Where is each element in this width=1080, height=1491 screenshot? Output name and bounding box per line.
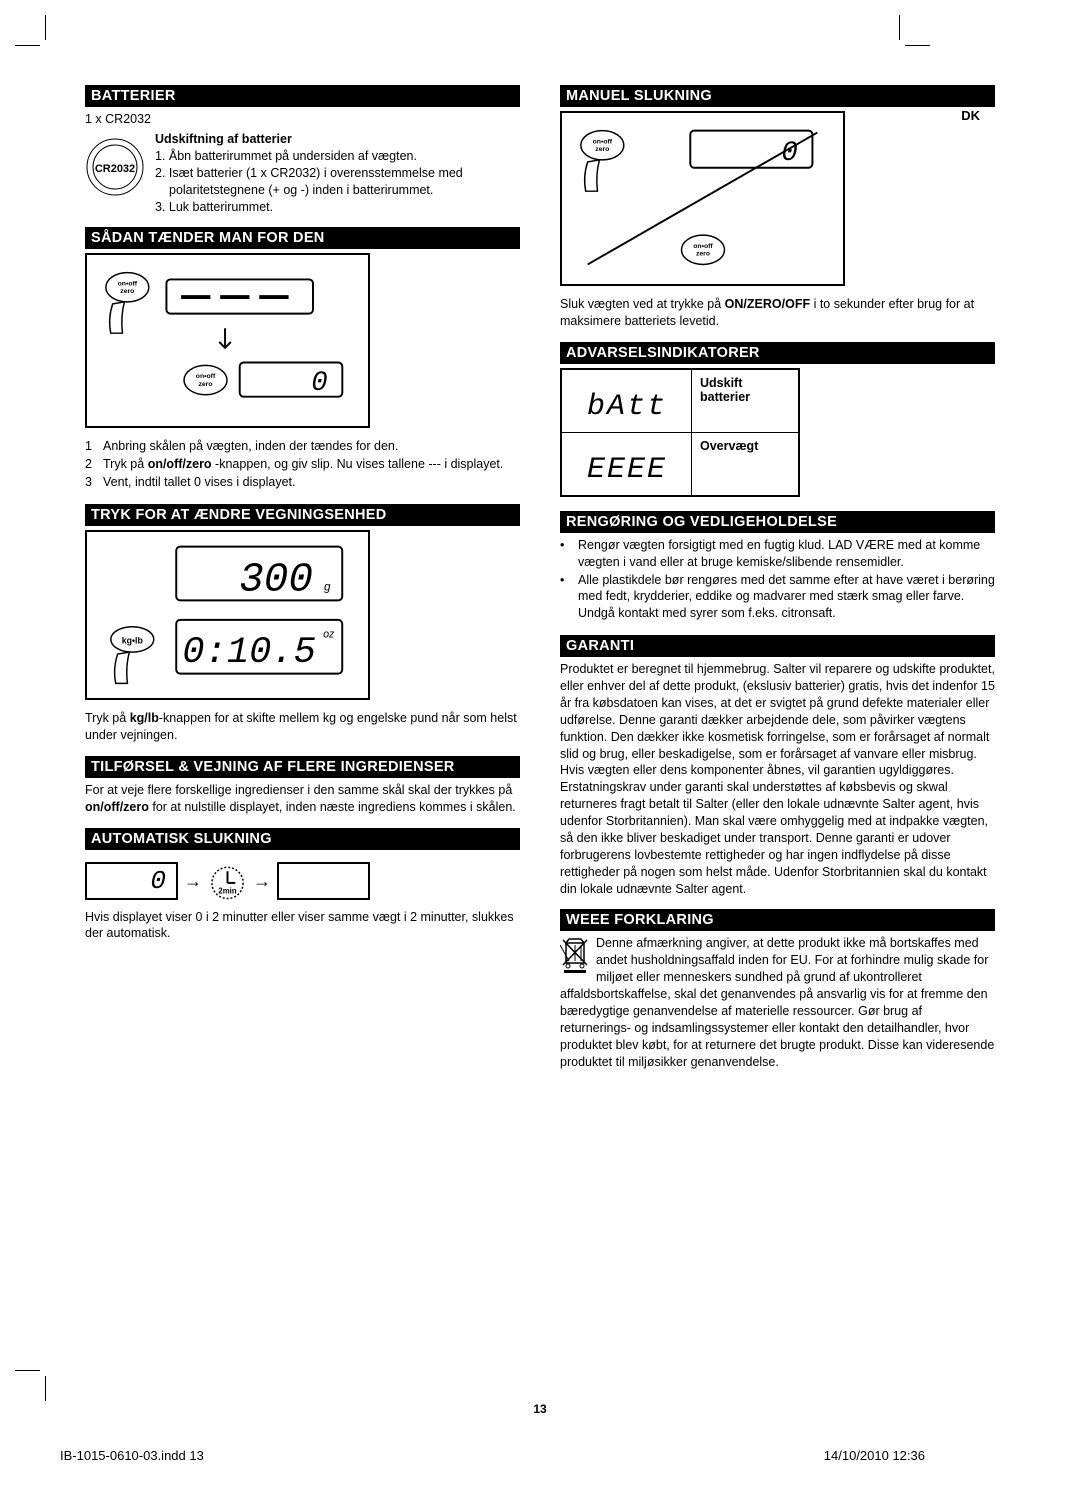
svg-text:on•off: on•off [693,243,713,250]
multi-text: For at veje flere forskellige ingrediens… [85,782,520,816]
warning-table: bAtt Udskift batterier EEEE Overvægt [560,368,800,497]
section-batterier-title: BATTERIER [85,85,520,107]
unit-text: Tryk på kg/lb-knappen for at skifte mell… [85,710,520,744]
unit-diagram: 300 g kg•lb 0:10.5 oz [85,530,370,700]
svg-text:zero: zero [696,251,710,258]
section-auto-off-title: AUTOMATISK SLUKNING [85,828,520,850]
svg-text:EEEE: EEEE [586,453,666,487]
svg-text:0: 0 [781,138,797,169]
battery-steps: 1. Åbn batterirummet på undersiden af væ… [155,148,520,216]
svg-text:kg•lb: kg•lb [122,635,143,645]
section-manual-off-title: MANUEL SLUKNING [560,85,995,107]
section-weee-title: WEEE FORKLARING [560,909,995,931]
battery-icon: CR2032 [85,137,145,197]
svg-text:on•off: on•off [196,373,216,380]
manual-off-diagram: on•off zero 0 on•off zero [560,111,845,286]
svg-text:2min: 2min [218,887,236,896]
svg-text:g: g [324,581,331,594]
manual-off-text: Sluk vægten ved at trykke på ON/ZERO/OFF… [560,296,995,330]
section-unit-title: TRYK FOR AT ÆNDRE VEGNINGSENHED [85,504,520,526]
page-number: 13 [533,1402,546,1416]
right-column: MANUEL SLUKNING on•off zero 0 on•off zer… [560,85,995,1431]
svg-text:zero: zero [120,288,134,295]
footer-timestamp: 14/10/2010 12:36 [824,1448,925,1463]
warranty-text: Produktet er beregnet til hjemmebrug. Sa… [560,661,995,897]
svg-text:0:10.5: 0:10.5 [182,632,316,674]
section-multi-title: TILFØRSEL & VEJNING AF FLERE INGREDIENSE… [85,756,520,778]
weee-icon [560,935,590,973]
weee-text: Denne afmærkning angiver, at dette produ… [560,935,995,1070]
svg-text:oz: oz [323,628,335,640]
section-turn-on-title: SÅDAN TÆNDER MAN FOR DEN [85,227,520,249]
section-cleaning-title: RENGØRING OG VEDLIGEHOLDELSE [560,511,995,533]
svg-text:0: 0 [311,368,327,399]
turn-on-steps: 1Anbring skålen på vægten, inden der tæn… [85,438,520,492]
auto-off-text: Hvis displayet viser 0 i 2 minutter elle… [85,909,520,943]
footer-file: IB-1015-0610-03.indd 13 [60,1448,204,1463]
svg-text:zero: zero [198,381,212,388]
svg-text:CR2032: CR2032 [95,163,135,175]
turn-on-diagram: on•off zero on•off zero 0 [85,253,370,428]
battery-subtitle: 1 x CR2032 [85,111,520,128]
section-warranty-title: GARANTI [560,635,995,657]
svg-text:300: 300 [239,558,313,604]
svg-text:on•off: on•off [593,138,613,145]
svg-text:on•off: on•off [118,281,138,288]
cleaning-bullets: Rengør vægten forsigtigt med en fugtig k… [560,537,995,623]
left-column: BATTERIER 1 x CR2032 CR2032 Udskiftning … [85,85,520,1431]
battery-replace-title: Udskiftning af batterier [155,132,520,146]
section-warnings-title: ADVARSELSINDIKATORER [560,342,995,364]
svg-text:bAtt: bAtt [586,390,666,424]
auto-off-diagram: 0 → 2min → [85,854,370,909]
svg-text:zero: zero [595,146,609,153]
